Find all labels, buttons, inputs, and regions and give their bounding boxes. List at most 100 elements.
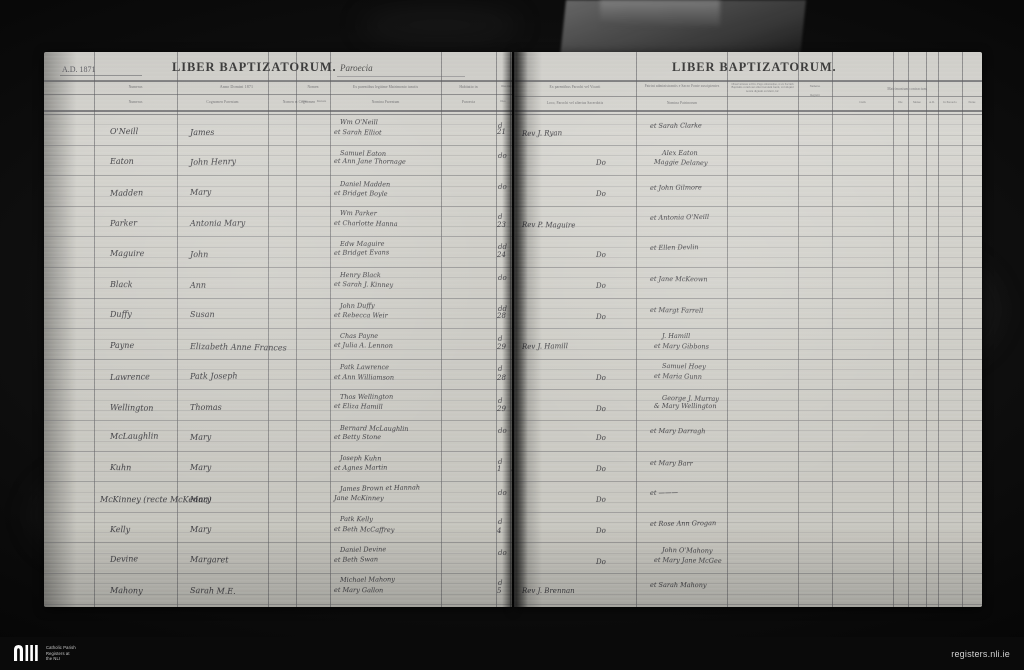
entry-date: 24	[496, 250, 506, 259]
row-separator	[514, 603, 982, 605]
row-separator	[44, 328, 512, 330]
entry-parent-mother: et Sarah J. Kinney	[333, 279, 394, 289]
row-guide-line	[44, 369, 512, 371]
entry-officiating-priest: Do	[595, 374, 606, 383]
col-rule-dies	[496, 52, 497, 607]
row-guide-line	[514, 491, 982, 493]
col-rule-observationes	[727, 52, 728, 607]
row-guide-line	[514, 440, 982, 442]
body-start-rule-r	[514, 114, 982, 115]
page-title-left: LIBER BAPTIZATORUM.	[172, 60, 337, 74]
entry-forename: Mary	[189, 432, 212, 443]
entry-date: 28	[496, 373, 506, 382]
entry-parent-father: Daniel Devine	[339, 545, 387, 554]
col-rule-nomen-parent	[268, 52, 269, 607]
entry-date: 23	[496, 220, 506, 229]
colhead-nomen: Nomen	[307, 85, 319, 89]
row-separator	[44, 175, 512, 177]
colhead-dies-n: Dies	[500, 100, 506, 103]
row-guide-line	[44, 562, 512, 564]
header-rule-mid-r	[514, 96, 982, 97]
row-separator	[514, 389, 982, 391]
entry-surname: Duffy	[109, 309, 132, 320]
colhead-anno-domini: Anno Domini 1871	[219, 84, 254, 89]
ad-year-annotation: A.D. 1871	[62, 65, 96, 74]
entry-forename: Patk Joseph	[189, 371, 238, 381]
entry-parent-father: Daniel Madden	[339, 179, 391, 188]
row-guide-line	[44, 399, 512, 401]
header-rule-top-r	[514, 80, 982, 82]
entry-forename: Margaret	[189, 555, 229, 565]
entry-surname: McLaughlin	[109, 432, 159, 442]
entry-parent-mother: et Bridget Boyle	[333, 188, 388, 198]
entry-parent-father: Wm Parker	[339, 209, 377, 218]
row-separator	[514, 175, 982, 177]
row-guide-line	[44, 124, 512, 126]
viewer-footer: Catholic Parish Registers at the NLI reg…	[0, 637, 1024, 670]
row-guide-line	[514, 246, 982, 248]
row-separator	[514, 236, 982, 238]
entry-day-marker: do	[497, 273, 507, 282]
entry-parent-mother: et Beth McCaffrey	[333, 524, 395, 534]
row-guide-line	[44, 501, 512, 503]
entry-parent-father: Thos Wellington	[339, 393, 394, 402]
row-separator	[44, 389, 512, 391]
entry-sponsor: et Sarah Clarke	[649, 121, 702, 130]
row-guide-line	[44, 348, 512, 350]
row-separator	[514, 573, 982, 574]
entry-day-marker: do	[497, 488, 507, 497]
header-rule-mid	[44, 94, 512, 95]
register-page-right: LIBER BAPTIZATORUM. Ex parentibus Paroch…	[514, 52, 982, 607]
entry-forename: Mary	[189, 463, 212, 473]
entry-sponsor: et Maria Gunn	[653, 372, 703, 382]
entry-forename: James	[189, 127, 215, 137]
entry-sponsor: Alex Eaton	[661, 148, 698, 157]
row-guide-line	[514, 409, 982, 411]
entry-date: 29	[496, 404, 507, 414]
entry-sponsor: et Margt Farrell	[649, 305, 704, 315]
entry-day-marker: do	[497, 182, 507, 191]
entry-parent-mother: et Mary Gallon	[333, 586, 384, 595]
row-separator	[44, 236, 512, 238]
col-rule-numerus-r	[798, 52, 799, 607]
row-guide-line	[514, 134, 982, 136]
col-rule-cum	[893, 52, 894, 607]
entry-officiating-priest: Rev J. Brennan	[521, 587, 575, 596]
entry-day-marker: d	[497, 518, 503, 527]
row-guide-line	[514, 308, 982, 309]
entry-day-marker: d	[497, 396, 503, 405]
row-separator	[514, 420, 982, 421]
nli-logo-icon	[14, 644, 38, 661]
entry-surname: Wellington	[109, 402, 154, 413]
row-separator	[514, 205, 982, 207]
row-separator	[514, 114, 982, 115]
register-page-left: LIBER BAPTIZATORUM. A.D. 1871 Paroecia N…	[44, 52, 512, 607]
row-guide-line	[514, 318, 982, 320]
entry-surname: Kelly	[109, 524, 131, 535]
colhead-mensis-n: Mensis	[510, 100, 512, 103]
row-separator	[514, 297, 982, 299]
row-guide-line	[514, 155, 982, 156]
entry-parent-mother: et Beth Swan	[333, 554, 379, 564]
entry-date: 28	[496, 312, 506, 321]
entry-forename: John Henry	[189, 157, 237, 167]
entry-sponsor: et Antonia O'Neill	[649, 213, 710, 223]
col-rule-habitatio	[441, 52, 442, 607]
row-guide-line	[514, 348, 982, 350]
header-rule-bottom	[44, 110, 512, 112]
colhead-numerus-small: Numerus	[809, 85, 821, 88]
row-guide-line	[44, 165, 512, 167]
row-guide-line	[44, 593, 512, 595]
row-guide-line	[514, 195, 982, 197]
header-rule-top	[44, 80, 512, 82]
entry-sponsor: et Ellen Devlin	[649, 243, 699, 253]
colhead-nota: Notae	[968, 101, 976, 104]
row-guide-line	[514, 593, 982, 595]
entry-parent-father: Joseph Kuhn	[339, 454, 382, 463]
entry-sponsor: Maggie Delaney	[653, 158, 708, 168]
row-guide-line	[44, 430, 512, 432]
entry-parent-father: Patk Lawrence	[339, 363, 389, 372]
row-separator	[514, 358, 982, 360]
row-guide-line	[514, 256, 982, 258]
ad-year-underline	[60, 75, 142, 76]
